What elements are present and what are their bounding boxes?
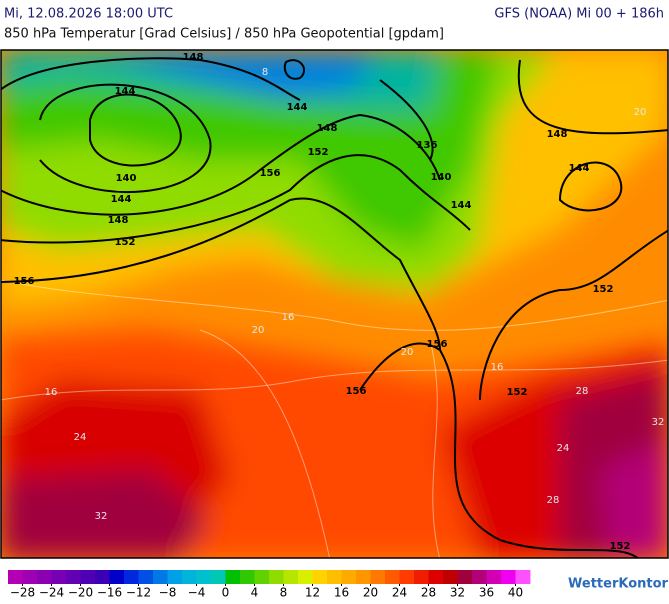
- colorbar-tick-label: −24: [39, 586, 64, 600]
- geopotential-label: 152: [115, 237, 136, 248]
- colorbar-tick-label: 24: [392, 586, 407, 600]
- colorbar-tick-label: 0: [222, 586, 230, 600]
- colorbar-swatch: [8, 570, 23, 584]
- geopotential-label: 140: [116, 173, 137, 184]
- temperature-label: 20: [634, 107, 647, 118]
- geopotential-label: 152: [507, 387, 528, 398]
- colorbar-swatch: [138, 570, 154, 584]
- colorbar-swatch: [356, 570, 371, 584]
- colorbar-swatch: [196, 570, 212, 584]
- colorbar-swatch: [312, 570, 328, 584]
- geopotential-label: 144: [451, 200, 472, 211]
- colorbar-swatch: [457, 570, 473, 584]
- colorbar-swatch: [399, 570, 415, 584]
- temperature-label: 32: [652, 417, 665, 428]
- temperature-label: 28: [547, 495, 560, 506]
- colorbar-swatch: [501, 570, 516, 584]
- geopotential-label: 152: [610, 541, 631, 552]
- geopotential-label: 156: [14, 276, 35, 287]
- colorbar-swatch: [211, 570, 226, 584]
- geopotential-label: 144: [111, 194, 132, 205]
- colorbar-swatch: [254, 570, 270, 584]
- colorbar-tick-label: 8: [280, 586, 288, 600]
- colorbar-swatch: [414, 570, 429, 584]
- temperature-label: 24: [74, 432, 87, 443]
- colorbar-swatch: [443, 570, 458, 584]
- colorbar-tick-label: 4: [251, 586, 259, 600]
- colorbar-swatch: [486, 570, 502, 584]
- colorbar-tick-label: −20: [68, 586, 93, 600]
- geopotential-label: 156: [427, 339, 448, 350]
- geopotential-label: 136: [417, 140, 438, 151]
- colorbar-swatch: [167, 570, 183, 584]
- colorbar-swatch: [240, 570, 255, 584]
- geopotential-label: 148: [108, 215, 129, 226]
- temperature-label: 20: [252, 325, 265, 336]
- colorbar-swatch: [80, 570, 96, 584]
- colorbar-tick-label: −28: [10, 586, 35, 600]
- colorbar-tick-label: −8: [159, 586, 177, 600]
- geopotential-label: 156: [260, 168, 281, 179]
- colorbar-swatch: [95, 570, 110, 584]
- colorbar-swatch: [37, 570, 52, 584]
- geopotential-label: 140: [431, 172, 452, 183]
- colorbar-swatch: [109, 570, 125, 584]
- brand-logo: WetterKontor: [568, 577, 669, 592]
- geopotential-label: 148: [317, 123, 338, 134]
- map-field: [1, 50, 668, 558]
- colorbar-swatch: [153, 570, 168, 584]
- colorbar-swatch: [385, 570, 400, 584]
- subtitle: 850 hPa Temperatur [Grad Celsius] / 850 …: [4, 27, 444, 42]
- temperature-label: 28: [576, 386, 589, 397]
- geopotential-label: 144: [287, 102, 308, 113]
- colorbar-swatch: [370, 570, 386, 584]
- colorbar-tick-label: 36: [479, 586, 494, 600]
- colorbar-tick-label: −4: [188, 586, 206, 600]
- colorbar-tick-label: 20: [363, 586, 378, 600]
- colorbar-swatch: [269, 570, 284, 584]
- temperature-label: 20: [401, 347, 414, 358]
- model-run: GFS (NOAA) Mi 00 + 186h: [494, 7, 664, 22]
- colorbar-swatch: [298, 570, 313, 584]
- colorbar-tick-label: 32: [450, 586, 465, 600]
- colorbar-swatch: [51, 570, 67, 584]
- colorbar-swatch: [327, 570, 342, 584]
- colorbar-swatch: [124, 570, 139, 584]
- colorbar-swatch: [341, 570, 357, 584]
- datetime: Mi, 12.08.2026 18:00 UTC: [4, 7, 173, 22]
- colorbar-swatch: [283, 570, 299, 584]
- colorbar-swatch: [66, 570, 81, 584]
- colorbar-tick-label: 28: [421, 586, 436, 600]
- colorbar-swatch: [182, 570, 197, 584]
- geopotential-label: 156: [346, 386, 367, 397]
- colorbar-swatch: [472, 570, 487, 584]
- colorbar-swatch: [428, 570, 444, 584]
- colorbar-swatch: [225, 570, 241, 584]
- geopotential-label: 144: [569, 163, 590, 174]
- colorbar: −28 −24 −20 −16 −12 −8 −4 0 4 8 12 16 20 24 28 32 36 40: [8, 570, 531, 600]
- temperature-label: 32: [95, 511, 108, 522]
- temperature-label: 24: [557, 443, 570, 454]
- temperature-label: 16: [491, 362, 504, 373]
- colorbar-tick-label: 12: [305, 586, 320, 600]
- temperature-label: 16: [45, 387, 58, 398]
- colorbar-swatch: [515, 570, 531, 584]
- temperature-label: 16: [282, 312, 295, 323]
- geopotential-label: 152: [308, 147, 329, 158]
- colorbar-tick-label: 16: [334, 586, 349, 600]
- colorbar-tick-label: 40: [508, 586, 523, 600]
- geopotential-label: 144: [115, 86, 136, 97]
- geopotential-label: 148: [183, 52, 204, 63]
- colorbar-swatch: [22, 570, 38, 584]
- geopotential-label: 152: [593, 284, 614, 295]
- colorbar-tick-label: −12: [126, 586, 151, 600]
- map-frame: [0, 49, 669, 559]
- geopotential-label: 148: [547, 129, 568, 140]
- colorbar-tick-label: −16: [97, 586, 122, 600]
- temperature-label: 8: [262, 67, 268, 78]
